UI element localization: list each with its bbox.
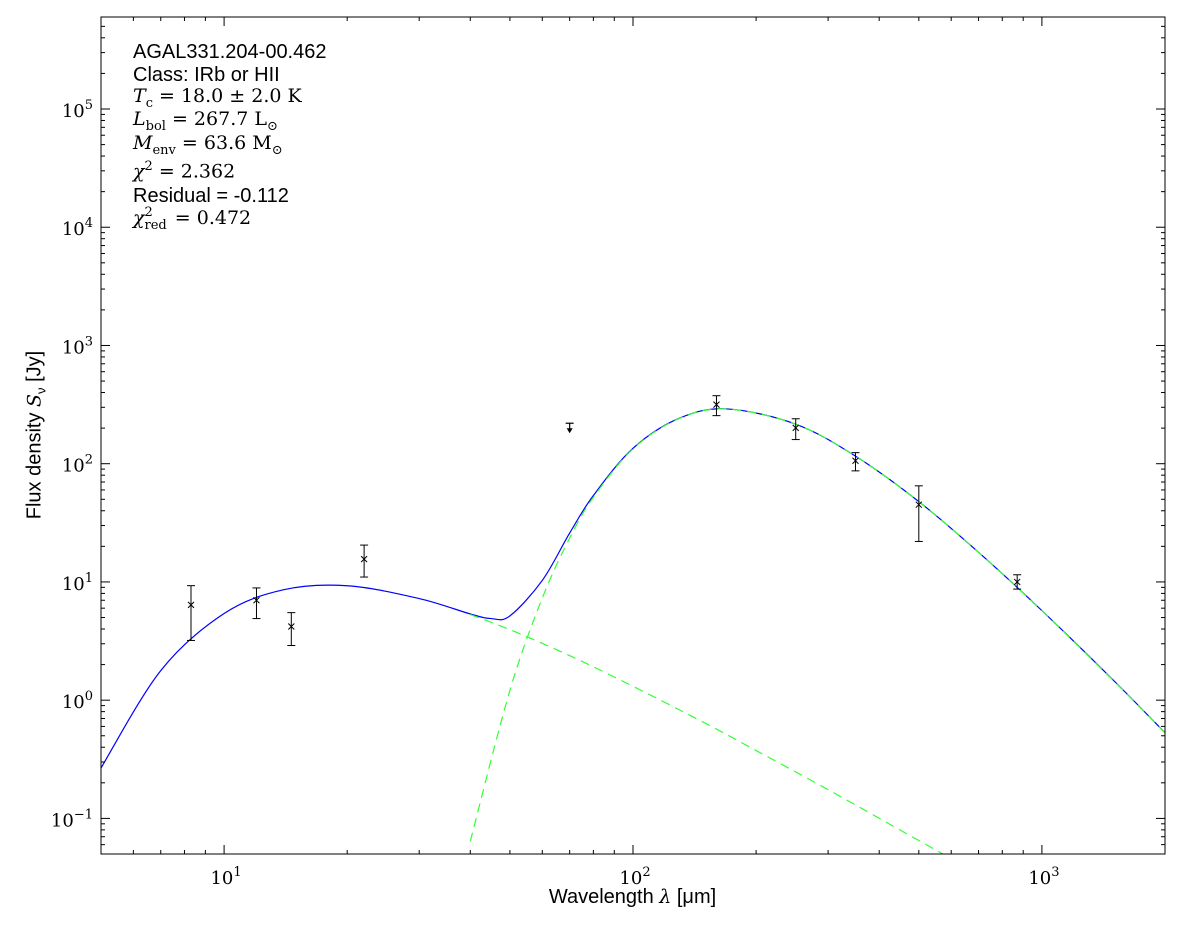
x-tick-label: 103 (1028, 865, 1059, 889)
class-label: Class: IRb or HII (133, 64, 280, 86)
data-point (1013, 578, 1021, 586)
mass-label: Menv = 63.6 M⊙ (133, 132, 283, 158)
residual-label: Residual = -0.112 (133, 185, 289, 207)
model-component-line-2 (469, 408, 1165, 842)
data-point (792, 424, 800, 432)
temperature-label: Tc = 18.0 ± 2.0 K (133, 85, 302, 111)
y-tick-label: 104 (62, 216, 93, 240)
y-tick-label: 105 (62, 98, 93, 122)
x-axis-label: Wavelength λ [μm] (548, 886, 717, 908)
y-tick-label: 10−1 (51, 807, 93, 831)
y-axis-label: Flux density Sν [Jy] (23, 350, 49, 520)
model-component-line-1 (470, 613, 945, 854)
x-tick-label: 101 (210, 865, 241, 889)
data-point (713, 401, 720, 408)
y-tick-label: 103 (62, 334, 93, 358)
data-point (915, 501, 923, 509)
y-tick-label: 100 (62, 689, 93, 713)
data-point (852, 457, 859, 465)
data-point (187, 601, 195, 609)
upper-limit-arrow (566, 428, 573, 434)
luminosity-label: Lbol = 267.7 L⊙ (133, 108, 278, 134)
chi-squared-label: χ2 = 2.362 (133, 159, 236, 183)
y-tick-label: 102 (62, 453, 93, 477)
data-point (287, 623, 295, 630)
source-name-label: AGAL331.204-00.462 (133, 41, 327, 63)
x-tick-label: 102 (619, 865, 650, 889)
y-tick-label: 101 (62, 571, 93, 595)
model-fit-line (101, 408, 1165, 769)
data-point (360, 555, 368, 563)
data-point (253, 596, 260, 604)
reduced-chi-squared-label: χ 2 red = 0.472 (133, 205, 252, 233)
